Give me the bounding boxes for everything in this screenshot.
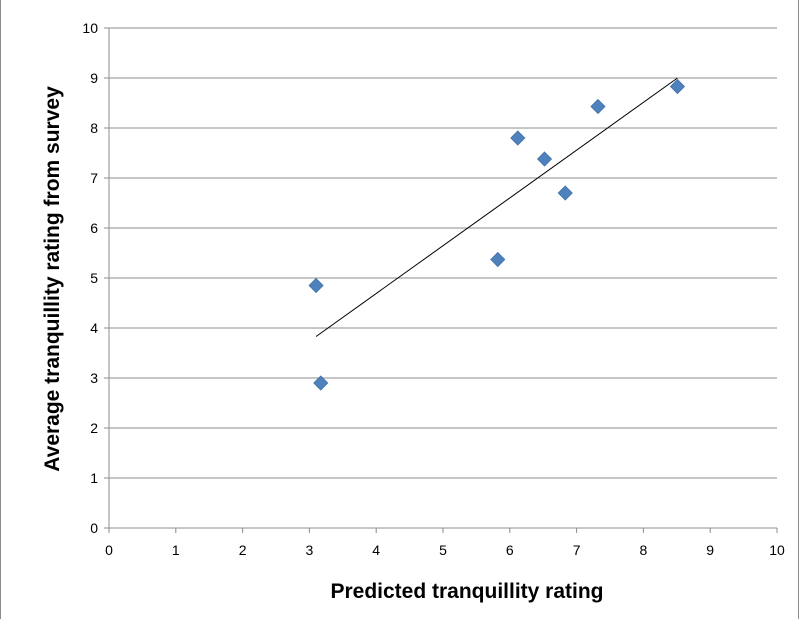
y-tick-label-6: 6 bbox=[90, 220, 98, 236]
data-point-3 bbox=[490, 251, 506, 268]
data-point-5 bbox=[536, 151, 553, 167]
y-tick-label-10: 10 bbox=[82, 20, 98, 36]
x-tick-label-8: 8 bbox=[640, 542, 648, 558]
x-tick-label-3: 3 bbox=[306, 542, 314, 558]
x-tick-label-1: 1 bbox=[172, 542, 180, 558]
y-axis-title: Average tranquillity rating from survey bbox=[41, 86, 64, 472]
x-tick-label-4: 4 bbox=[372, 542, 380, 558]
data-point-7 bbox=[590, 98, 606, 115]
data-point-2 bbox=[313, 375, 329, 391]
x-tick-label-9: 9 bbox=[706, 542, 714, 558]
x-tick-label-2: 2 bbox=[239, 542, 247, 558]
y-tick-label-9: 9 bbox=[90, 70, 98, 86]
x-tick-label-7: 7 bbox=[573, 542, 581, 558]
x-tick-label-0: 0 bbox=[105, 542, 113, 558]
y-tick-label-7: 7 bbox=[90, 170, 98, 186]
x-tick-label-6: 6 bbox=[506, 542, 514, 558]
y-tick-label-1: 1 bbox=[90, 470, 98, 486]
trendline-layer bbox=[315, 77, 678, 337]
tick-labels: 0 1 2 3 4 5 6 7 8 9 10 0 1 2 3 4 5 6 7 8 9 10 bbox=[82, 20, 785, 558]
x-tick-label-5: 5 bbox=[439, 542, 447, 558]
data-point-6 bbox=[557, 185, 573, 201]
y-tick-label-0: 0 bbox=[90, 520, 98, 536]
y-tick-label-2: 2 bbox=[90, 420, 98, 436]
data-point-4 bbox=[510, 130, 526, 146]
y-tick-label-5: 5 bbox=[90, 270, 98, 286]
data-point-8 bbox=[669, 78, 686, 95]
x-tick-label-10: 10 bbox=[769, 542, 785, 558]
x-axis-title: Predicted tranquillity rating bbox=[330, 580, 603, 603]
trendline bbox=[315, 77, 678, 337]
axes bbox=[104, 27, 778, 533]
gridlines bbox=[109, 27, 777, 479]
y-tick-label-3: 3 bbox=[90, 370, 98, 386]
data-point-1 bbox=[308, 277, 324, 294]
y-tick-label-4: 4 bbox=[90, 320, 98, 336]
y-tick-label-8: 8 bbox=[90, 120, 98, 136]
data-points bbox=[308, 78, 686, 391]
